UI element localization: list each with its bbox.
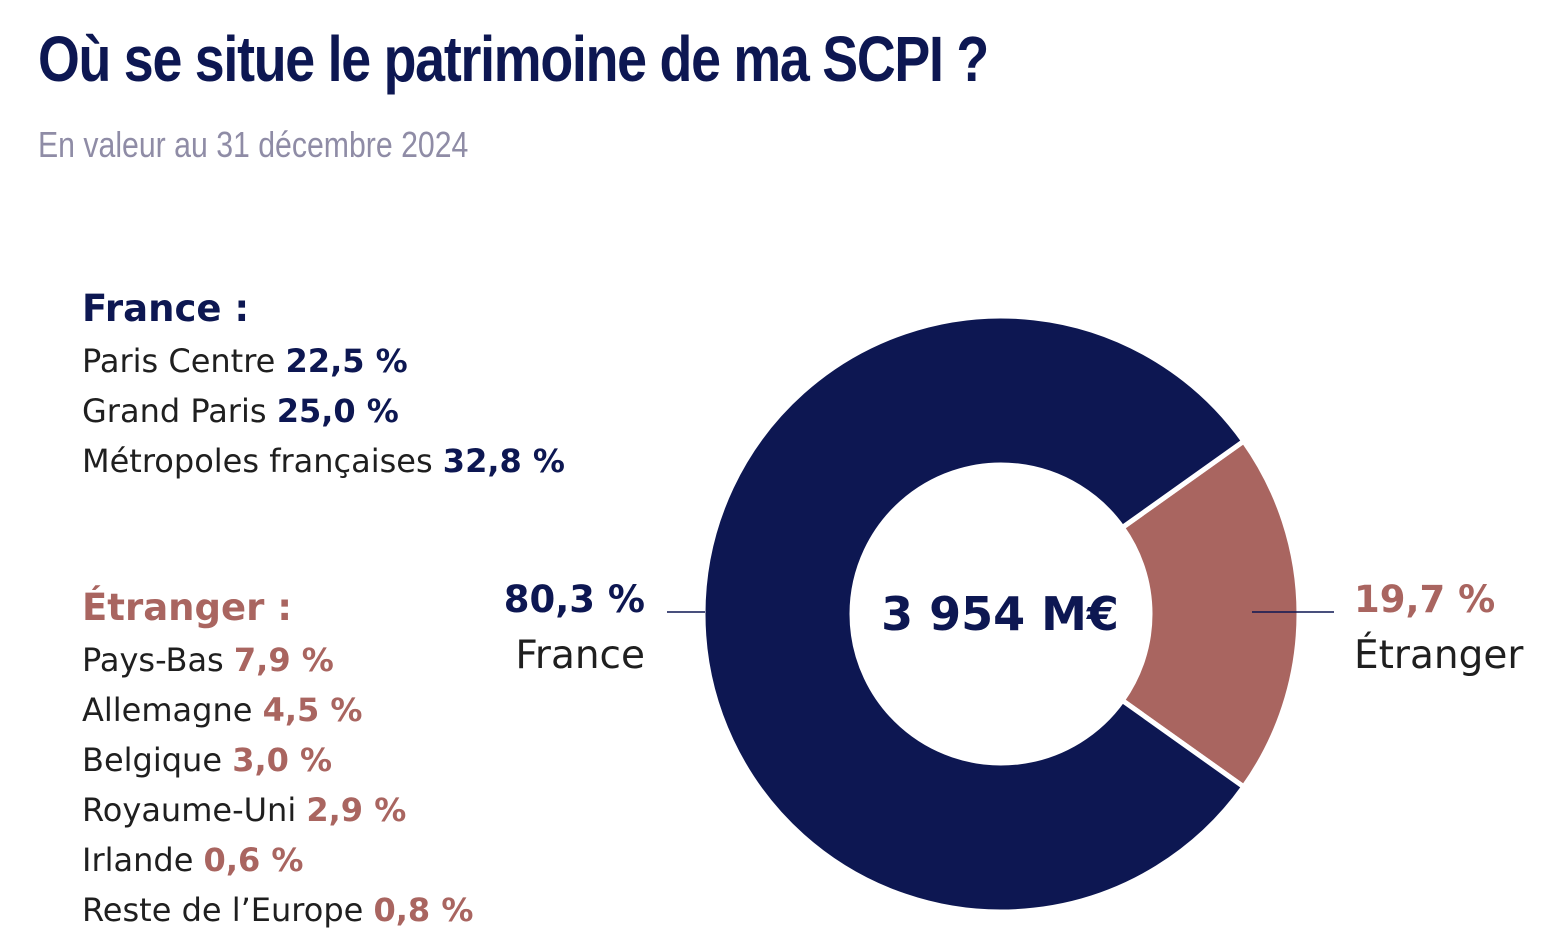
etranger-breakdown: Étranger : Pays-Bas 7,9 % Allemagne 4,5 … bbox=[82, 585, 473, 935]
etranger-slice-label: Étranger bbox=[1354, 631, 1524, 678]
donut-slices bbox=[700, 313, 1302, 915]
item-value: 4,5 % bbox=[262, 691, 363, 729]
item-value: 25,0 % bbox=[276, 392, 399, 430]
donut-slice-etranger bbox=[1118, 437, 1302, 791]
item-value: 22,5 % bbox=[285, 342, 408, 380]
item-value: 32,8 % bbox=[442, 442, 565, 480]
item-value: 2,9 % bbox=[306, 791, 407, 829]
item-value: 3,0 % bbox=[232, 741, 333, 779]
item-label: Métropoles françaises bbox=[82, 442, 433, 480]
etranger-item: Reste de l’Europe 0,8 % bbox=[82, 885, 473, 935]
item-label: Grand Paris bbox=[82, 392, 267, 430]
france-item: Grand Paris 25,0 % bbox=[82, 386, 565, 436]
france-item: Métropoles françaises 32,8 % bbox=[82, 436, 565, 486]
item-value: 0,6 % bbox=[203, 841, 304, 879]
france-percent-label: 80,3 % bbox=[504, 578, 645, 621]
etranger-heading: Étranger : bbox=[82, 586, 293, 629]
item-label: Allemagne bbox=[82, 691, 253, 729]
item-label: Paris Centre bbox=[82, 342, 276, 380]
item-label: Belgique bbox=[82, 741, 223, 779]
page-title: Où se situe le patrimoine de ma SCPI ? bbox=[38, 23, 989, 95]
item-label: Pays-Bas bbox=[82, 641, 224, 679]
france-breakdown: France : Paris Centre 22,5 % Grand Paris… bbox=[82, 286, 565, 486]
etranger-item: Irlande 0,6 % bbox=[82, 835, 473, 885]
etranger-item: Belgique 3,0 % bbox=[82, 735, 473, 785]
france-item: Paris Centre 22,5 % bbox=[82, 336, 565, 386]
page-subtitle: En valeur au 31 décembre 2024 bbox=[38, 124, 469, 165]
france-slice-label: France bbox=[515, 633, 645, 678]
etranger-percent-label: 19,7 % bbox=[1354, 578, 1495, 621]
item-label: Irlande bbox=[82, 841, 194, 879]
etranger-item: Royaume-Uni 2,9 % bbox=[82, 785, 473, 835]
item-value: 7,9 % bbox=[233, 641, 334, 679]
etranger-item: Allemagne 4,5 % bbox=[82, 685, 473, 735]
item-label: Reste de l’Europe bbox=[82, 891, 364, 929]
item-label: Royaume-Uni bbox=[82, 791, 297, 829]
item-value: 0,8 % bbox=[373, 891, 474, 929]
center-total-label: 3 954 M€ bbox=[881, 587, 1119, 641]
france-heading: France : bbox=[82, 287, 250, 330]
donut-slice-france bbox=[700, 313, 1248, 915]
etranger-item: Pays-Bas 7,9 % bbox=[82, 635, 473, 685]
